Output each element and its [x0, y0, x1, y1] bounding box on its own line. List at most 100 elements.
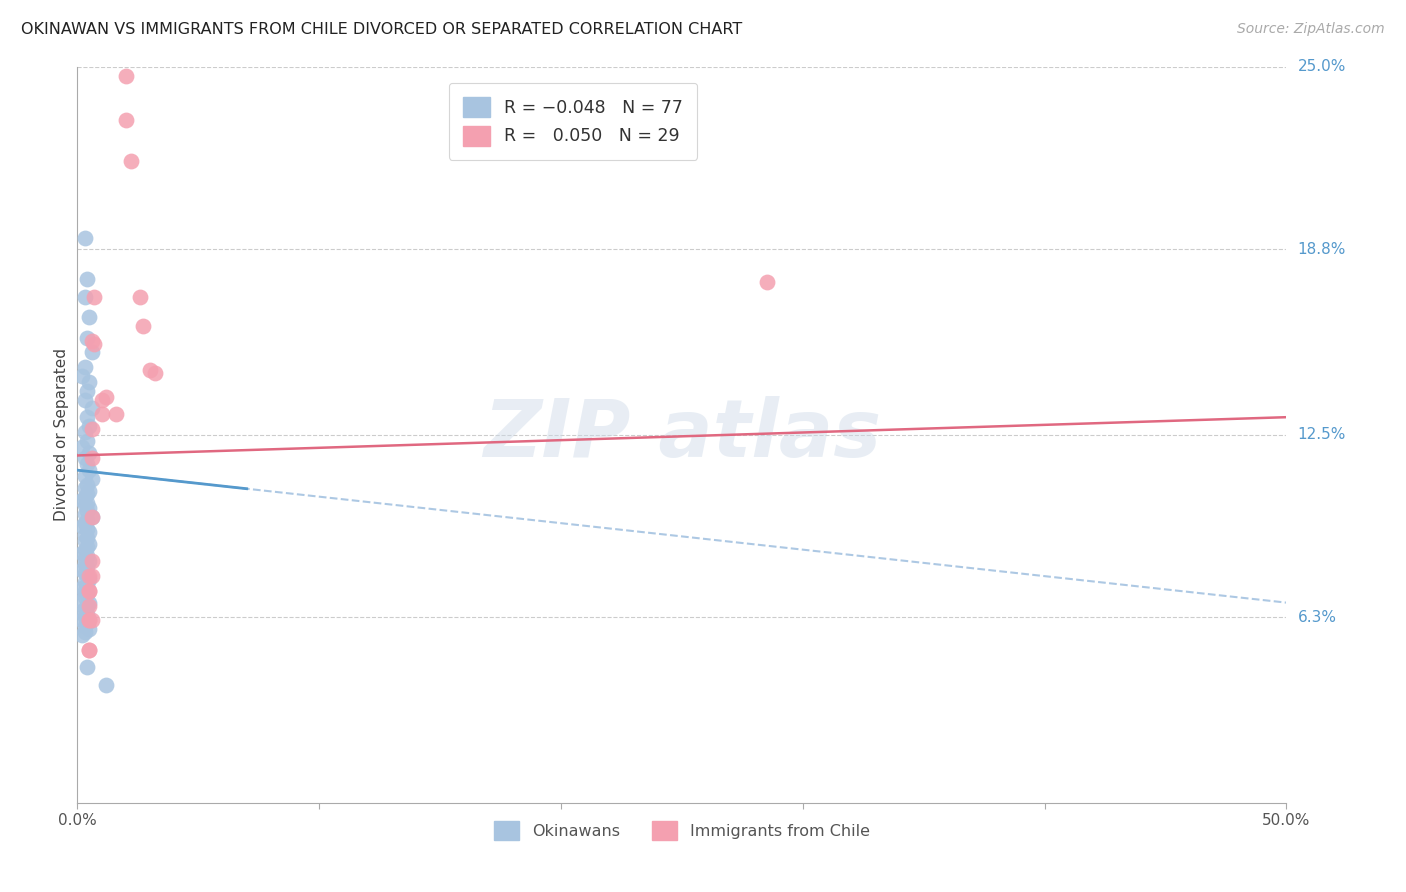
Point	[73, 566, 96, 581]
Point	[70, 492, 93, 507]
Point	[79, 583, 101, 598]
Legend: Okinawans, Immigrants from Chile: Okinawans, Immigrants from Chile	[488, 815, 876, 847]
Point	[79, 642, 101, 657]
Point	[73, 601, 96, 615]
Point	[76, 560, 98, 574]
Point	[73, 360, 96, 375]
Point	[79, 583, 101, 598]
Y-axis label: Divorced or Separated: Divorced or Separated	[53, 349, 69, 521]
Point	[79, 375, 101, 389]
Point	[79, 596, 101, 610]
Point	[70, 592, 93, 607]
Point	[76, 531, 98, 545]
Point	[70, 369, 93, 384]
Point	[76, 457, 98, 471]
Point	[76, 660, 98, 674]
Point	[114, 69, 136, 83]
Point	[114, 112, 136, 127]
Point	[80, 554, 103, 568]
Point	[96, 678, 118, 692]
Point	[143, 366, 166, 380]
Point	[76, 522, 98, 536]
Point	[80, 401, 103, 416]
Point	[76, 540, 98, 554]
Point	[120, 154, 142, 169]
Point	[79, 483, 101, 498]
Point	[79, 463, 101, 477]
Point	[73, 289, 96, 303]
Point	[73, 425, 96, 439]
Point	[139, 363, 162, 377]
Point	[79, 642, 101, 657]
Text: 18.8%: 18.8%	[1298, 242, 1346, 257]
Point	[80, 472, 103, 486]
Text: 12.5%: 12.5%	[1298, 427, 1346, 442]
Point	[76, 616, 98, 631]
Text: Source: ZipAtlas.com: Source: ZipAtlas.com	[1237, 22, 1385, 37]
Point	[79, 537, 101, 551]
Point	[80, 345, 103, 359]
Point	[73, 451, 96, 466]
Point	[80, 334, 103, 348]
Point	[129, 289, 152, 303]
Point	[76, 569, 98, 583]
Text: 25.0%: 25.0%	[1298, 60, 1346, 74]
Point	[76, 478, 98, 492]
Point	[76, 487, 98, 501]
Point	[76, 549, 98, 563]
Point	[79, 524, 101, 539]
Point	[105, 407, 128, 421]
Point	[79, 569, 101, 583]
Point	[70, 440, 93, 454]
Point	[73, 499, 96, 513]
Point	[79, 622, 101, 636]
Point	[73, 583, 96, 598]
Point	[73, 551, 96, 566]
Point	[70, 545, 93, 560]
Point	[79, 419, 101, 434]
Point	[79, 613, 101, 627]
Point	[76, 495, 98, 509]
Point	[73, 558, 96, 572]
Point	[80, 451, 103, 466]
Point	[70, 581, 93, 595]
Point	[76, 384, 98, 398]
Point	[76, 607, 98, 622]
Point	[73, 610, 96, 624]
Point	[76, 513, 98, 527]
Point	[70, 563, 93, 577]
Point	[73, 590, 96, 604]
Point	[73, 619, 96, 633]
Point	[70, 519, 93, 533]
Point	[83, 336, 105, 351]
Point	[80, 510, 103, 524]
Point	[73, 481, 96, 495]
Point	[76, 599, 98, 613]
Text: ZIP atlas: ZIP atlas	[482, 396, 882, 474]
Point	[79, 554, 101, 568]
Point	[90, 392, 112, 407]
Point	[73, 490, 96, 504]
Point	[83, 289, 105, 303]
Point	[76, 272, 98, 286]
Point	[755, 275, 778, 289]
Point	[70, 605, 93, 619]
Point	[76, 578, 98, 592]
Point	[79, 572, 101, 586]
Point	[96, 390, 118, 404]
Text: OKINAWAN VS IMMIGRANTS FROM CHILE DIVORCED OR SEPARATED CORRELATION CHART: OKINAWAN VS IMMIGRANTS FROM CHILE DIVORC…	[21, 22, 742, 37]
Point	[73, 542, 96, 557]
Point	[79, 310, 101, 325]
Point	[76, 504, 98, 518]
Point	[79, 599, 101, 613]
Point	[73, 230, 96, 244]
Point	[80, 613, 103, 627]
Point	[90, 407, 112, 421]
Point	[73, 533, 96, 548]
Point	[131, 318, 153, 333]
Point	[73, 575, 96, 590]
Point	[70, 613, 93, 627]
Point	[79, 501, 101, 516]
Point	[76, 410, 98, 425]
Point	[79, 613, 101, 627]
